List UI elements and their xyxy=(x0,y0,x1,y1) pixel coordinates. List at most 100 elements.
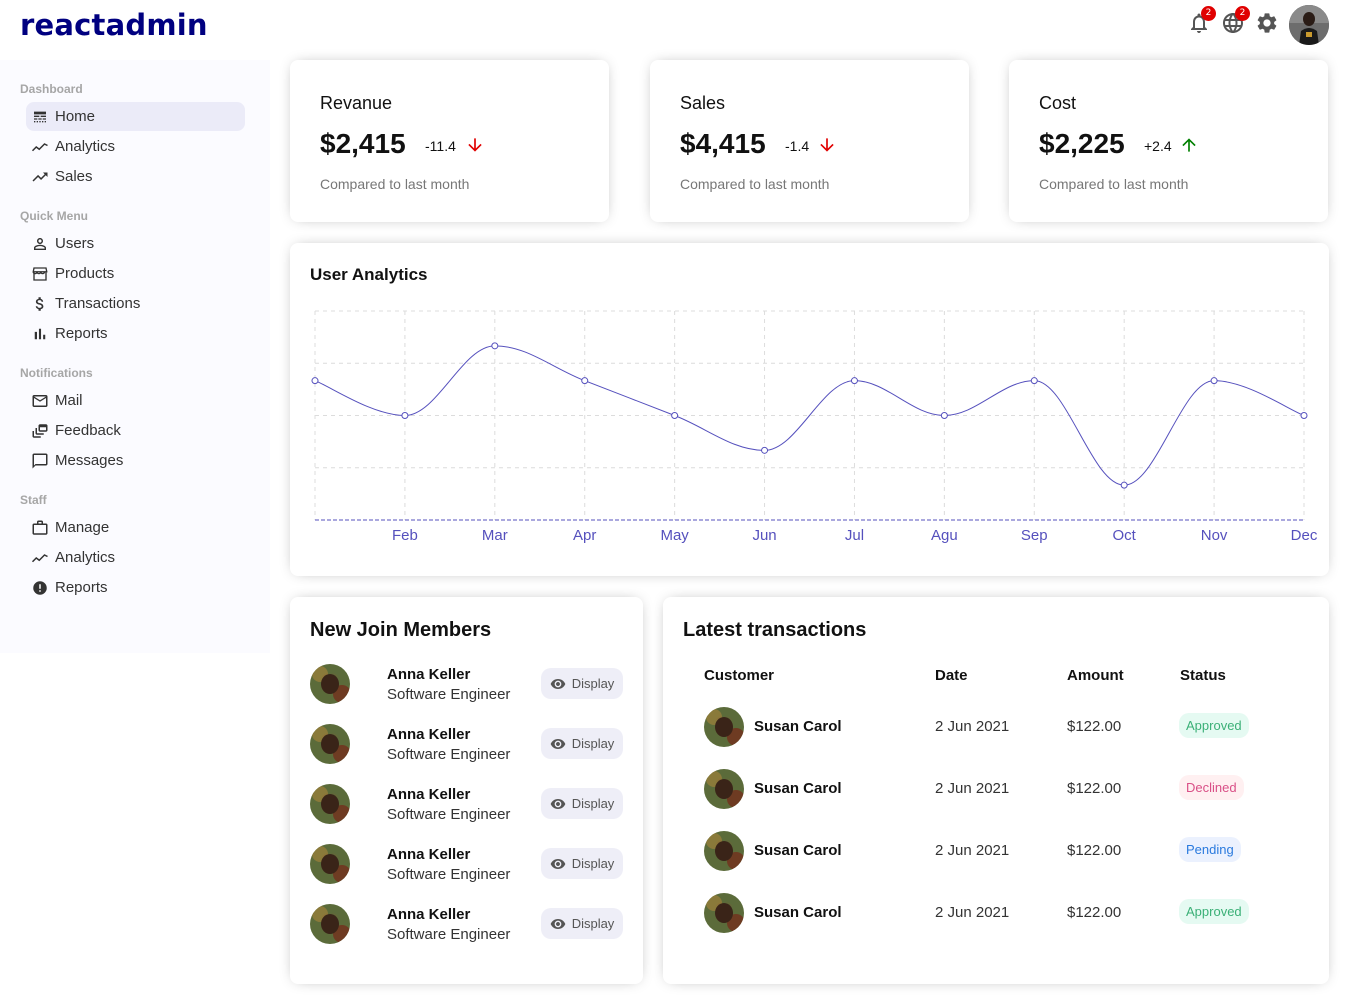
member-name: Anna Keller xyxy=(387,906,471,923)
dollar-icon xyxy=(31,295,49,313)
member-job: Software Engineer xyxy=(387,806,511,823)
table-row: Susan Carol 2 Jun 2021 $122.00 Declined xyxy=(704,769,1304,811)
customer-photo-icon xyxy=(704,707,744,747)
chat-bubble-outline-icon xyxy=(31,452,49,470)
sidebar-item-label: Mail xyxy=(55,392,83,409)
sidebar-section-title: Staff xyxy=(20,493,47,507)
sidebar-item-mail[interactable]: Mail xyxy=(26,386,245,415)
member-name: Anna Keller xyxy=(387,846,471,863)
gear-icon xyxy=(1257,13,1277,33)
column-header-customer: Customer xyxy=(704,667,775,684)
sidebar-item-manage[interactable]: Manage xyxy=(26,513,245,542)
x-tick-label: Jul xyxy=(845,527,864,544)
x-tick-label: May xyxy=(660,527,689,544)
data-point xyxy=(491,342,499,350)
arrow-upward-icon xyxy=(1182,138,1196,152)
notifications-badge: 2 xyxy=(1201,6,1216,21)
sidebar-item-label: Analytics xyxy=(55,549,116,566)
sidebar-item-sales[interactable]: Sales xyxy=(26,162,245,191)
customer-name: Susan Carol xyxy=(754,842,842,859)
mail-outline-icon xyxy=(31,392,49,410)
transaction-date: 2 Jun 2021 xyxy=(935,780,1010,797)
visibility-icon xyxy=(550,738,566,749)
sidebar-item-staff-analytics[interactable]: Analytics xyxy=(26,543,245,572)
display-button[interactable]: Display xyxy=(541,848,623,879)
data-point xyxy=(761,446,769,454)
language-button[interactable]: 2 xyxy=(1221,6,1250,35)
featured-card-sales: Sales $4,415 -1.4 Compared to last month xyxy=(650,60,969,222)
sidebar-item-staff-reports[interactable]: Reports xyxy=(26,573,245,602)
user-analytics-chart: Feb Mar Apr May Jun Jul Agu Sep Oct Nov Dec xyxy=(311,310,1318,544)
data-point xyxy=(401,412,409,419)
member-avatar xyxy=(310,844,350,884)
chart-title: User Analytics xyxy=(310,265,428,284)
data-point xyxy=(581,377,589,385)
notifications-button[interactable]: 2 xyxy=(1187,6,1216,35)
x-tick-label: Mar xyxy=(482,527,508,544)
arrow-downward-icon xyxy=(820,138,834,152)
x-tick-label: Nov xyxy=(1201,527,1228,544)
member-avatar xyxy=(310,724,350,764)
display-button-label: Display xyxy=(571,676,615,691)
sidebar-item-label: Reports xyxy=(55,579,108,596)
x-tick-label: Oct xyxy=(1113,527,1137,544)
display-button-label: Display xyxy=(571,856,615,871)
sidebar-item-reports[interactable]: Reports xyxy=(26,319,245,348)
transaction-amount: $122.00 xyxy=(1067,842,1122,859)
visibility-icon xyxy=(550,678,566,689)
status-badge[interactable]: Approved xyxy=(1179,713,1249,738)
new-members-widget: New Join Members Anna Keller Software Eng… xyxy=(290,597,643,984)
transaction-amount: $122.00 xyxy=(1067,718,1122,735)
sidebar-section-title: Quick Menu xyxy=(20,209,89,223)
status-badge[interactable]: Declined xyxy=(1179,775,1244,800)
sidebar-item-products[interactable]: Products xyxy=(26,259,245,288)
language-badge: 2 xyxy=(1235,6,1250,21)
sidebar-item-transactions[interactable]: Transactions xyxy=(26,289,245,318)
sidebar: Dashboard Home Analytics Sales Quick Men… xyxy=(0,60,270,653)
column-header-date: Date xyxy=(935,667,968,684)
featured-card-cost: Cost $2,225 +2.4 Compared to last month xyxy=(1009,60,1328,222)
sidebar-item-label: Feedback xyxy=(55,422,121,439)
app-logo[interactable]: reactadmin xyxy=(20,8,208,42)
dynamic-feed-icon xyxy=(31,422,49,440)
storefront-icon xyxy=(31,265,49,283)
user-avatar[interactable] xyxy=(1289,5,1329,45)
data-point xyxy=(940,412,948,419)
topbar: reactadmin 2 2 xyxy=(0,0,1349,52)
member-row: Anna Keller Software Engineer Display xyxy=(310,784,624,826)
sidebar-section-title: Notifications xyxy=(20,366,93,380)
settings-button[interactable] xyxy=(1255,11,1279,35)
member-photo-icon xyxy=(310,844,350,884)
member-row: Anna Keller Software Engineer Display xyxy=(310,904,624,946)
status-badge[interactable]: Approved xyxy=(1179,899,1249,924)
customer-name: Susan Carol xyxy=(754,904,842,921)
member-photo-icon xyxy=(310,784,350,824)
data-point xyxy=(1300,412,1308,419)
sidebar-item-label: Sales xyxy=(55,168,93,185)
column-header-amount: Amount xyxy=(1067,667,1124,684)
customer-photo-icon xyxy=(704,831,744,871)
featured-title: Cost xyxy=(1039,93,1077,113)
data-point xyxy=(1030,377,1038,385)
featured-title: Sales xyxy=(680,93,726,113)
customer-avatar xyxy=(704,831,744,871)
member-name: Anna Keller xyxy=(387,726,471,743)
sidebar-item-home[interactable]: Home xyxy=(26,102,245,131)
display-button[interactable]: Display xyxy=(541,908,623,939)
arrow-downward-icon xyxy=(468,138,482,152)
featured-title: Revanue xyxy=(320,93,393,113)
display-button[interactable]: Display xyxy=(541,668,623,699)
sidebar-item-analytics[interactable]: Analytics xyxy=(26,132,245,161)
sidebar-item-messages[interactable]: Messages xyxy=(26,446,245,475)
member-avatar xyxy=(310,664,350,704)
timeline-icon xyxy=(31,549,49,567)
transaction-amount: $122.00 xyxy=(1067,780,1122,797)
status-badge[interactable]: Pending xyxy=(1179,837,1241,862)
sidebar-item-feedback[interactable]: Feedback xyxy=(26,416,245,445)
display-button[interactable]: Display xyxy=(541,788,623,819)
visibility-icon xyxy=(550,858,566,869)
sidebar-section-title: Dashboard xyxy=(20,82,83,96)
member-name: Anna Keller xyxy=(387,786,471,803)
display-button[interactable]: Display xyxy=(541,728,623,759)
sidebar-item-users[interactable]: Users xyxy=(26,229,245,258)
